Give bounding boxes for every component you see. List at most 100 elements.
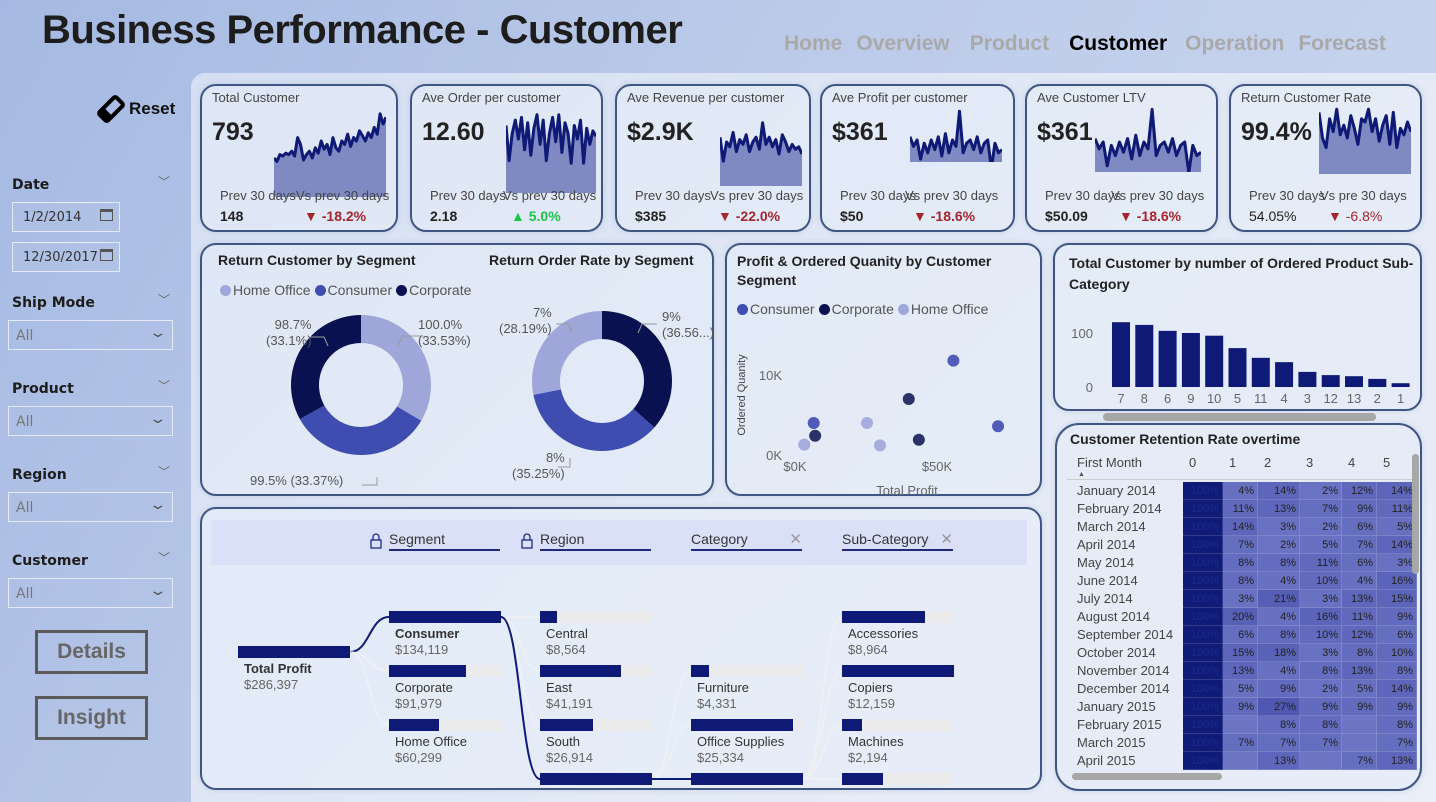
bar[interactable] (1345, 376, 1363, 387)
region-node-name: Central (546, 626, 588, 641)
scatter-point-consumer[interactable] (807, 417, 820, 429)
retention-hscrollbar[interactable] (1072, 773, 1222, 780)
kpi-title: Ave Revenue per customer (627, 90, 785, 105)
retention-col-header[interactable]: 3 (1306, 455, 1314, 470)
retention-col-header[interactable]: 2 (1264, 455, 1272, 470)
return-customer-slice-home-office[interactable] (361, 315, 431, 421)
nav-operation[interactable]: Operation (1185, 32, 1285, 55)
scatter-point-home-office[interactable] (873, 439, 886, 452)
lock-icon (521, 533, 533, 549)
bar[interactable] (1251, 357, 1270, 387)
retention-cell: 13% (1223, 662, 1258, 680)
retention-cell: 100% (1183, 680, 1223, 698)
bar-chart-scrollbar[interactable] (1103, 413, 1376, 421)
retention-col-header[interactable]: 5 (1383, 455, 1391, 470)
bar[interactable] (1181, 333, 1200, 387)
return-order-slice-home-office[interactable] (532, 311, 602, 395)
scatter-point-corporate[interactable] (809, 429, 822, 442)
root-node-bar[interactable] (238, 646, 350, 658)
return-customer-slice-corporate[interactable] (291, 315, 361, 420)
decomp-column-region[interactable]: Region (540, 531, 651, 551)
scatter-point-consumer[interactable] (992, 420, 1005, 433)
details-button[interactable]: Details (35, 630, 148, 674)
kpi-change-value: -18.6% (930, 208, 976, 224)
bar[interactable] (1135, 324, 1154, 387)
scatter-point-home-office[interactable] (798, 438, 811, 451)
legend-item-home-office[interactable]: Home Office (220, 282, 311, 298)
region-node-bar[interactable] (540, 773, 652, 785)
return-order-slice-corporate[interactable] (602, 311, 672, 428)
region-node-bar[interactable] (540, 719, 652, 731)
bar[interactable] (1112, 322, 1130, 387)
bar[interactable] (1228, 348, 1247, 387)
calendar-icon[interactable] (100, 209, 113, 221)
category-node-bar[interactable] (691, 719, 803, 731)
bar[interactable] (1368, 378, 1387, 387)
region-node-bar[interactable] (540, 665, 652, 677)
return-customer-slice-consumer[interactable] (299, 405, 422, 455)
remove-column-icon[interactable]: ✕ (940, 531, 953, 548)
decomp-column-segment[interactable]: Segment (389, 531, 500, 551)
legend-item-consumer[interactable]: Consumer (314, 282, 392, 298)
bar[interactable] (1298, 371, 1317, 387)
bar[interactable] (1205, 335, 1224, 387)
nav-customer[interactable]: Customer (1069, 32, 1168, 55)
kpi-value: 12.60 (422, 118, 485, 146)
category-node-bar[interactable] (691, 665, 803, 677)
kpi-prev-value: $50.09 (1045, 208, 1088, 224)
y-tick-label: 10K (759, 368, 782, 383)
sort-asc-icon[interactable]: ▲ (1078, 471, 1085, 478)
retention-col-header[interactable]: 4 (1348, 455, 1356, 470)
category-node-bar[interactable] (691, 773, 803, 785)
date-start-input[interactable]: 1/2/2014 (12, 202, 120, 232)
subcategory-node-bar[interactable] (842, 611, 954, 623)
decomp-column-category[interactable]: Category ✕ (691, 531, 802, 551)
segment-node-bar[interactable] (389, 665, 501, 677)
remove-column-icon[interactable]: ✕ (789, 531, 802, 548)
subcategory-node-bar[interactable] (842, 665, 954, 677)
retention-vscrollbar[interactable] (1412, 454, 1419, 574)
legend-item-corporate[interactable]: Corporate (396, 282, 471, 298)
retention-col-header[interactable]: 0 (1189, 455, 1197, 470)
legend-item-consumer[interactable]: Consumer (737, 301, 815, 317)
bar[interactable] (1158, 330, 1177, 387)
legend-item-home-office[interactable]: Home Office (897, 301, 988, 317)
kpi-prev-value: 2.18 (430, 208, 458, 224)
legend-label: Consumer (750, 301, 815, 317)
scatter-point-consumer[interactable] (947, 354, 960, 367)
subcategory-node-bar[interactable] (842, 773, 954, 785)
reset-button[interactable]: Reset (95, 93, 175, 125)
segment-node-bar[interactable] (389, 611, 501, 623)
region-collapse-icon[interactable]: ﹀ (158, 465, 171, 479)
scatter-point-corporate[interactable] (912, 433, 925, 446)
bar[interactable] (1391, 383, 1410, 387)
return-order-slice-consumer[interactable] (533, 389, 655, 451)
nav-home[interactable]: Home (784, 32, 843, 55)
product-select[interactable]: All ⌄ (8, 406, 173, 436)
date-end-input[interactable]: 12/30/2017 (12, 242, 120, 272)
bar[interactable] (1321, 375, 1340, 387)
customer-collapse-icon[interactable]: ﹀ (158, 551, 171, 565)
date-filter-label: Date (12, 177, 50, 193)
ship-mode-select[interactable]: All ⌄ (8, 320, 173, 350)
nav-overview[interactable]: Overview (856, 32, 950, 55)
scatter-point-corporate[interactable] (902, 393, 915, 405)
customer-select[interactable]: All ⌄ (8, 578, 173, 608)
region-select[interactable]: All ⌄ (8, 492, 173, 522)
insight-button[interactable]: Insight (35, 696, 148, 740)
subcategory-node-bar[interactable] (842, 719, 954, 731)
date-filter-collapse-icon[interactable]: ﹀ (158, 175, 171, 189)
retention-col-header[interactable]: 1 (1229, 455, 1237, 470)
ship-mode-collapse-icon[interactable]: ﹀ (158, 293, 171, 307)
scatter-point-home-office[interactable] (861, 417, 873, 429)
decomp-column-subcategory[interactable]: Sub-Category ✕ (842, 531, 953, 551)
retention-row-header[interactable]: First Month (1077, 455, 1143, 470)
segment-node-bar[interactable] (389, 719, 501, 731)
bar[interactable] (1275, 362, 1294, 387)
nav-product[interactable]: Product (969, 32, 1050, 55)
nav-forecast[interactable]: Forecast (1298, 32, 1386, 55)
region-node-bar[interactable] (540, 611, 652, 623)
legend-item-corporate[interactable]: Corporate (818, 301, 894, 317)
product-collapse-icon[interactable]: ﹀ (158, 379, 171, 393)
calendar-icon[interactable] (100, 249, 113, 261)
